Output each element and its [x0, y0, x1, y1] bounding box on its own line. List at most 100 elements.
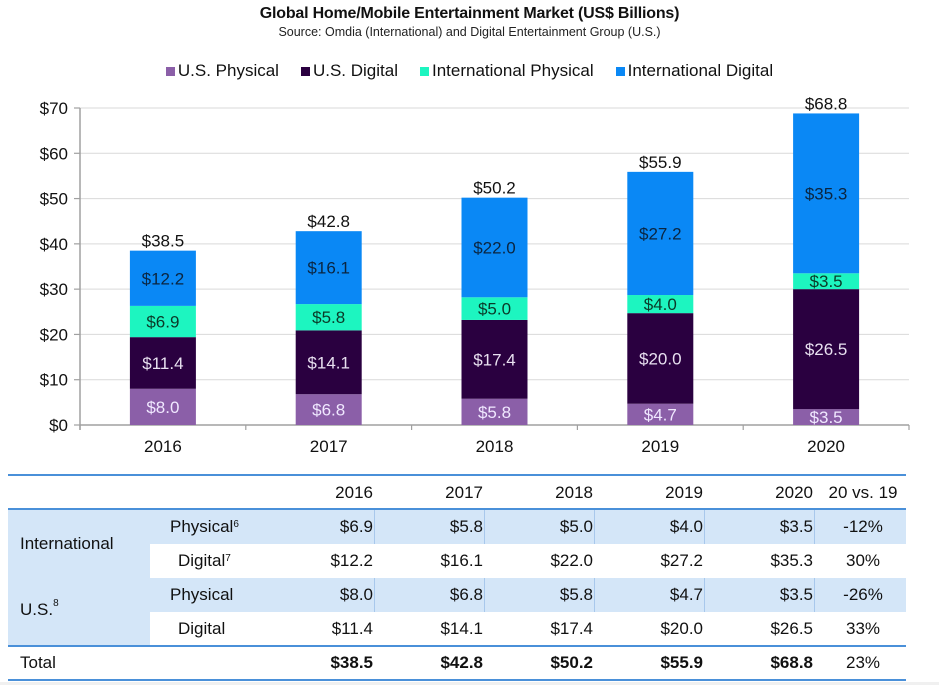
bar-segment-u-s-digital: [129, 337, 196, 389]
bar-segment-u-s-physical: [627, 403, 694, 425]
table-cell: $26.5: [770, 619, 813, 638]
legend-item-us-physical: U.S. Physical: [165, 61, 279, 81]
legend-item-intl-physical: International Physical: [420, 61, 594, 81]
header-2020: 2020: [775, 483, 813, 502]
bar-segment-international-physical: [627, 295, 694, 314]
table-header-rule: [8, 508, 906, 510]
data-label: $5.0: [478, 300, 511, 319]
data-label: $14.1: [307, 353, 350, 372]
legend-swatch-us-digital: [300, 66, 310, 76]
total-label: $50.2: [473, 179, 516, 198]
data-label: $20.0: [639, 349, 682, 368]
data-label: $6.8: [312, 401, 345, 420]
bottom-shade: [0, 682, 939, 685]
total-2018: $50.2: [550, 653, 593, 672]
bar-segment-international-digital: [793, 113, 860, 274]
table-cell: $4.7: [669, 585, 703, 604]
total-label: $55.9: [639, 153, 682, 172]
column-separator: [374, 510, 375, 544]
table-cell: $5.8: [449, 517, 483, 536]
legend-swatch-intl-digital: [615, 66, 625, 76]
y-tick-label: $50: [40, 190, 68, 209]
data-label: $5.8: [478, 403, 511, 422]
table-cell: $35.3: [770, 551, 813, 570]
bar-segment-u-s-digital: [295, 330, 362, 395]
data-label: $4.0: [644, 295, 677, 314]
x-tick-label: 2018: [476, 437, 514, 456]
data-label: $3.5: [810, 408, 843, 427]
table-cell: $5.8: [559, 585, 593, 604]
data-label: $4.7: [644, 405, 677, 424]
y-tick-label: $30: [40, 280, 68, 299]
x-tick-label: 2020: [807, 437, 845, 456]
legend-swatch-intl-physical: [420, 66, 429, 76]
row-label: Physical6: [170, 510, 239, 544]
bar-segment-u-s-digital: [461, 319, 528, 399]
table-cell: $3.5: [779, 517, 813, 536]
data-label: $5.8: [312, 308, 345, 327]
total-change: 23%: [845, 653, 881, 672]
bar-segment-u-s-physical: [295, 394, 362, 425]
column-separator: [484, 578, 485, 612]
row-label: Physical: [170, 578, 233, 612]
bar-segment-u-s-physical: [461, 398, 528, 425]
row-label-text: Physical: [170, 517, 234, 536]
column-separator: [484, 510, 485, 544]
stacked-bar-chart: $0 $10 $20 $30 $40 $50 $60 $70 $8.0 $11.4 $6.9 $12.…: [40, 94, 910, 456]
change-cell: -26%: [843, 585, 883, 604]
legend-label: U.S. Digital: [312, 61, 398, 80]
y-tick-label: $10: [40, 371, 68, 390]
table-bottom-rule: [8, 679, 906, 681]
bar-segment-international-digital: [627, 171, 694, 296]
footnote-marker: 6: [233, 519, 239, 530]
table-cell: $14.1: [440, 619, 483, 638]
table-cell: $22.0: [550, 551, 593, 570]
table-cell: $27.2: [660, 551, 703, 570]
bar-segment-international-digital: [129, 250, 196, 306]
total-label: $42.8: [307, 212, 350, 231]
table-top-rule: [8, 474, 906, 476]
row-label-text: Physical: [170, 585, 234, 604]
total-label: $68.8: [805, 94, 848, 113]
table-row: Physical6 $6.9 $5.8 $5.0 $4.0 $3.5 -12%: [150, 510, 906, 544]
row-label: Digital7: [178, 544, 231, 578]
row-label-text: Digital: [178, 551, 226, 570]
table-row: Physical $8.0 $6.8 $5.8 $4.7 $3.5 -26%: [150, 578, 906, 612]
y-tick-label: $40: [40, 235, 68, 254]
legend-swatch-us-physical: [165, 66, 175, 76]
bar-segment-u-s-digital: [793, 289, 860, 410]
table-total-rule: [8, 645, 906, 647]
y-tick-label: $60: [40, 144, 68, 163]
change-cell: -12%: [843, 517, 883, 536]
column-separator: [704, 510, 705, 544]
bar-segment-international-physical: [461, 297, 528, 320]
legend-item-intl-digital: International Digital: [615, 61, 773, 81]
data-label: $35.3: [805, 184, 848, 203]
column-separator: [814, 578, 815, 612]
data-label: $22.0: [473, 238, 516, 257]
table-row: Digital7 $12.2 $16.1 $22.0 $27.2 $35.3 30%: [150, 544, 906, 578]
column-separator: [814, 510, 815, 544]
header-2016: 2016: [335, 483, 373, 502]
chart-subtitle: Source: Omdia (International) and Digita…: [278, 25, 661, 39]
row-label-text: Digital: [178, 619, 226, 638]
table-row: Digital $11.4 $14.1 $17.4 $20.0 $26.5 33%: [150, 612, 906, 646]
data-label: $3.5: [810, 272, 843, 291]
header-change: 20 vs. 19: [828, 483, 898, 502]
bar-segment-international-digital: [295, 231, 362, 305]
total-2017: $42.8: [440, 653, 483, 672]
bar-segment-international-physical: [793, 273, 860, 290]
chart-legend: U.S. Physical U.S. Digital International…: [0, 61, 939, 81]
column-separator: [374, 578, 375, 612]
table-cell: $16.1: [440, 551, 483, 570]
bar-segment-international-physical: [129, 305, 196, 338]
data-label: $17.4: [473, 350, 516, 369]
x-tick-label: 2017: [310, 437, 348, 456]
group-label-text: International: [20, 534, 114, 553]
total-2020: $68.8: [770, 653, 813, 672]
bar-segment-u-s-physical: [793, 409, 860, 425]
bar-segment-u-s-digital: [627, 313, 694, 404]
column-separator: [594, 510, 595, 544]
change-cell: 30%: [845, 551, 881, 570]
data-label: $6.9: [146, 313, 179, 332]
